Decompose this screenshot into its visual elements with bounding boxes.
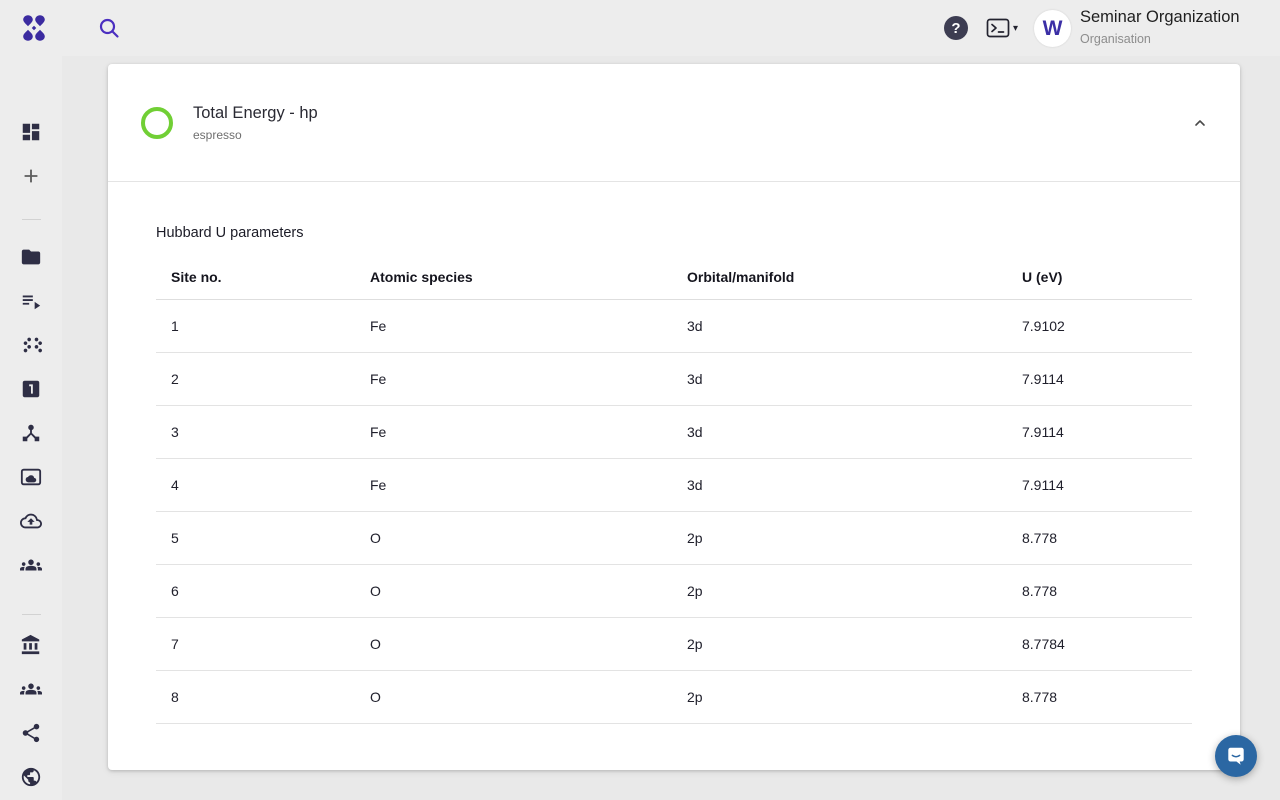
hierarchy-icon[interactable] (20, 422, 42, 444)
org-name: Seminar Organization (1080, 8, 1240, 26)
table-cell: 7 (171, 636, 179, 652)
chat-launcher-button[interactable] (1215, 735, 1257, 777)
table-cell: 2p (687, 689, 703, 705)
table-cell: Fe (370, 371, 387, 387)
table-cell: 2p (687, 530, 703, 546)
card-title: Total Energy - hp (193, 103, 318, 122)
table-cell: 2 (171, 371, 179, 387)
org-type: Organisation (1080, 32, 1151, 46)
avatar-letter: W (1042, 16, 1063, 40)
table-row: 8 O 2p 8.778 (156, 671, 1192, 724)
table-cell: 1 (171, 318, 179, 334)
column-header: Atomic species (370, 268, 473, 285)
cloud-upload-icon[interactable] (20, 510, 42, 532)
title-block: Total Energy - hp espresso (193, 104, 318, 142)
table-row: 6 O 2p 8.778 (156, 565, 1192, 618)
bank-icon[interactable] (20, 634, 42, 656)
card-body: Hubbard U parameters Site no. Atomic spec… (108, 182, 1240, 724)
table-cell: O (370, 636, 381, 652)
table-cell: 8.778 (1022, 689, 1058, 705)
app-logo[interactable] (18, 12, 50, 44)
dashboard-icon[interactable] (20, 121, 42, 143)
table-cell: 5 (171, 530, 179, 546)
sidebar-divider (22, 614, 41, 615)
table-row: 1 Fe 3d 7.9102 (156, 300, 1192, 353)
folder-icon[interactable] (20, 246, 42, 268)
grain-dots-icon[interactable] (20, 334, 42, 356)
table-header-row: Site no. Atomic species Orbital/manifold U … (156, 254, 1192, 300)
column-header: U (eV) (1022, 268, 1063, 285)
table-body: 1 Fe 3d 7.9102 2 Fe 3d 7.9114 3 Fe 3d 7.9114 4 Fe 3d 7.… (156, 300, 1192, 724)
table-cell: 3d (687, 318, 703, 334)
status-ring-icon (141, 106, 173, 139)
hubbard-table: Site no. Atomic species Orbital/manifold U … (156, 254, 1192, 724)
table-cell: 4 (171, 477, 179, 493)
sidebar-divider (22, 219, 41, 220)
table-cell: 7.9114 (1022, 371, 1064, 387)
globe-icon[interactable] (20, 766, 42, 788)
chevron-up-icon (1195, 119, 1205, 126)
table-cell: 7.9102 (1022, 318, 1065, 334)
table-caption: Hubbard U parameters (156, 225, 304, 241)
help-glyph: ? (951, 19, 961, 37)
share-icon[interactable] (20, 722, 42, 744)
chevron-down-icon: ▾ (1013, 22, 1019, 34)
chat-bubble-icon (1228, 747, 1244, 765)
table-cell: 8.778 (1022, 530, 1058, 546)
table-cell: 7.9114 (1022, 424, 1064, 440)
process-card: Total Energy - hp espresso Hubbard U par… (108, 64, 1240, 770)
table-cell: O (370, 583, 381, 599)
table-cell: 3 (171, 424, 179, 440)
table-cell: 8.778 (1022, 583, 1058, 599)
table-row: 2 Fe 3d 7.9114 (156, 353, 1192, 406)
column-header: Orbital/manifold (687, 268, 795, 285)
table-row: 7 O 2p 8.7784 (156, 618, 1192, 671)
table-cell: O (370, 530, 381, 546)
table-cell: 3d (687, 424, 703, 440)
looks-one-icon[interactable] (20, 378, 42, 400)
cloud-card-icon[interactable] (20, 466, 42, 488)
terminal-icon (986, 18, 1010, 38)
table-cell: 3d (687, 371, 703, 387)
topbar: ? ▾ W Seminar Organization Organisation (0, 0, 1280, 56)
groups-icon[interactable] (20, 554, 42, 576)
table-cell: 6 (171, 583, 179, 599)
table-cell: 7.9114 (1022, 477, 1064, 493)
avatar[interactable]: W (1034, 10, 1071, 47)
add-icon[interactable] (20, 165, 42, 187)
help-icon[interactable]: ? (944, 16, 968, 40)
collapse-button[interactable] (1186, 109, 1214, 137)
table-cell: 2p (687, 636, 703, 652)
table-cell: 8 (171, 689, 179, 705)
table-row: 4 Fe 3d 7.9114 (156, 459, 1192, 512)
table-cell: 3d (687, 477, 703, 493)
sidebar (0, 56, 62, 800)
groups-icon-2[interactable] (20, 678, 42, 700)
table-cell: 2p (687, 583, 703, 599)
card-subtitle: espresso (193, 127, 242, 142)
table-cell: 8.7784 (1022, 636, 1065, 652)
column-header: Site no. (171, 268, 222, 285)
table-cell: O (370, 689, 381, 705)
terminal-dropdown-icon[interactable]: ▾ (986, 17, 1022, 39)
table-row: 5 O 2p 8.778 (156, 512, 1192, 565)
playlist-icon[interactable] (20, 290, 42, 312)
search-icon[interactable] (97, 16, 121, 40)
org-menu[interactable]: Seminar Organization Organisation (1080, 8, 1240, 46)
table-cell: Fe (370, 318, 387, 334)
logo-drops-icon (23, 15, 45, 41)
table-row: 3 Fe 3d 7.9114 (156, 406, 1192, 459)
table-cell: Fe (370, 424, 387, 440)
card-header: Total Energy - hp espresso (108, 64, 1240, 182)
table-cell: Fe (370, 477, 387, 493)
